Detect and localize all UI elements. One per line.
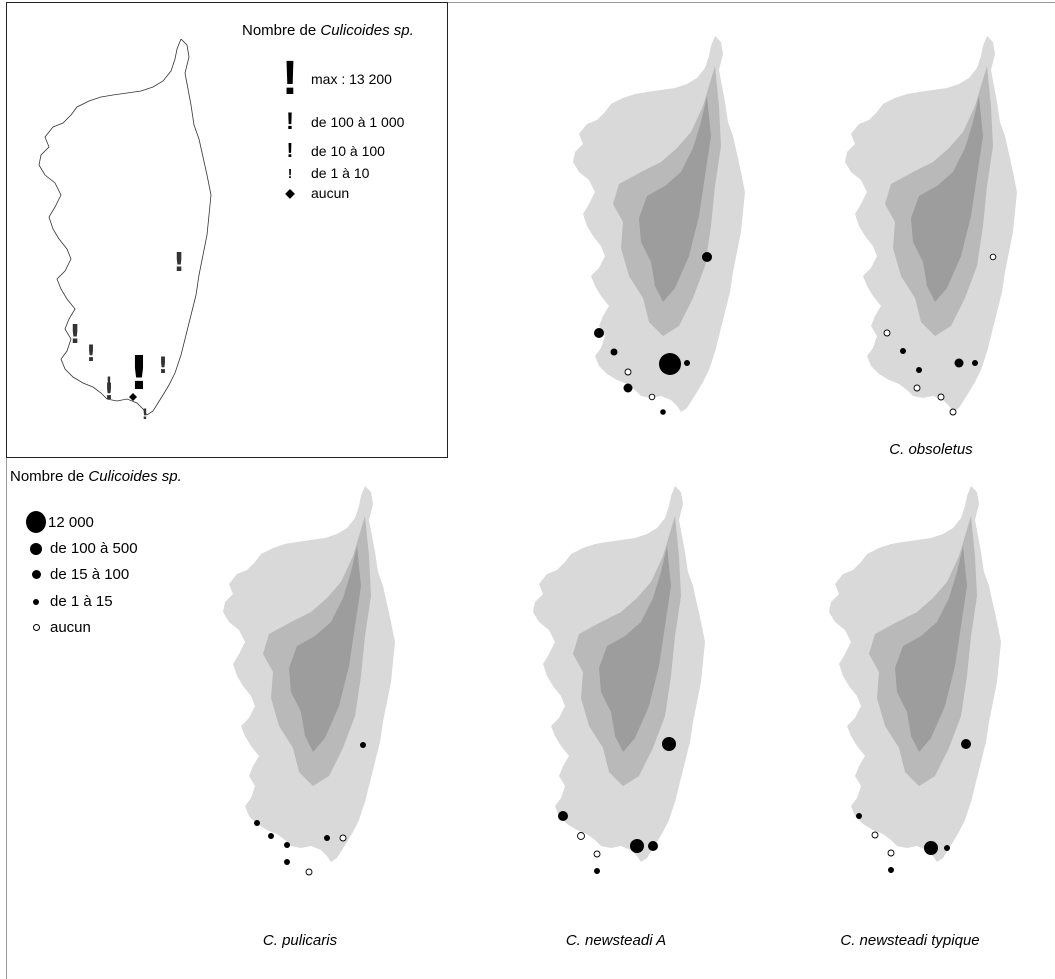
site-marker [924,841,938,855]
site-marker [324,835,330,841]
exclamation-icon: ! [286,108,294,135]
site-marker [623,383,633,393]
inset-symbol: ! [158,354,168,379]
site-marker [360,742,366,748]
exclamation-icon: ! [282,52,298,105]
inset-symbol: ! [173,248,185,278]
site-marker [648,841,658,851]
empty-circle-icon [32,624,40,631]
site-marker [660,409,666,415]
map-total [573,36,745,415]
circle-legend-item: de 15 à 100 [26,566,129,583]
site-marker [284,859,290,865]
site-marker [913,384,921,392]
site-marker [610,348,618,356]
inset-symbol: ! [106,375,112,391]
map-newsteadi-typique [829,486,1001,873]
site-marker [972,360,978,366]
circle-legend-item: de 1 à 15 [26,593,113,610]
circle-legend-item: 12 000 [26,511,94,533]
site-marker [624,368,632,376]
site-marker [593,850,601,858]
inset-symbol: ! [142,407,148,423]
caption-obsoletus: C. obsoletus [889,441,973,458]
site-marker [883,329,891,337]
site-marker [888,867,894,873]
site-marker [949,408,957,416]
inset-symbol: ! [69,320,81,350]
site-marker [937,393,945,401]
site-marker [684,360,690,366]
site-marker [662,737,676,751]
site-marker [268,833,274,839]
map-pulicaris [223,486,395,876]
small-circle-icon [31,570,41,579]
inset-legend-item: ! de 1 à 10 [277,165,370,181]
site-marker [630,839,644,853]
site-marker [594,868,600,874]
site-marker [648,393,656,401]
site-marker [305,868,313,876]
figure-frame [6,2,1055,979]
caption-newsteadi-typique: C. newsteadi typique [840,932,980,949]
circle-legend-item: aucun [26,619,91,636]
site-marker [944,845,950,851]
site-marker [284,842,290,848]
site-marker [916,367,922,373]
site-marker [900,348,906,354]
relief-zone-high [289,546,361,752]
inset-legend-item: ! max : 13 200 [277,55,392,103]
relief-zone-high [599,546,671,752]
medium-circle-icon [30,542,42,555]
site-marker [659,353,681,375]
relief-zone-high [895,546,967,752]
large-circle-icon [26,511,46,533]
exclamation-icon: ! [286,140,294,162]
circle-legend-title: Nombre de Culicoides sp. [10,468,182,485]
map-obsoletus [845,36,1017,416]
site-marker [577,832,585,840]
site-marker [989,253,997,261]
tiny-circle-icon [33,598,39,605]
site-marker [558,811,568,821]
site-marker [594,328,604,338]
site-marker [339,834,347,842]
site-marker [856,813,862,819]
caption-pulicaris: C. pulicaris [262,932,338,949]
corsica-outline-map: ! ! ! ! ! ! ! ! [38,39,212,423]
none-diamond-icon [129,393,137,401]
site-marker [702,252,712,262]
inset-symbol: ! [104,380,114,405]
relief-zone-high [639,96,711,302]
inset-symbol: ! [86,342,96,367]
inset-map-panel: ! ! ! ! ! ! ! ! Nombre de Culicoides sp.… [6,2,448,458]
inset-legend-item: ◆ aucun [277,185,349,201]
site-marker [254,820,260,826]
inset-legend-item: ! de 10 à 100 [277,141,385,161]
caption-newsteadi-a: C. newsteadi A [565,932,667,949]
relief-zone-high [911,96,983,302]
inset-legend-title: Nombre de Culicoides sp. [242,22,414,39]
site-marker [954,358,964,368]
site-marker [961,739,971,749]
map-newsteadi-a [533,486,705,874]
circle-legend-item: de 100 à 500 [26,540,138,557]
diamond-icon: ◆ [285,186,295,200]
inset-legend-item: ! de 100 à 1 000 [277,110,404,134]
site-marker [887,849,895,857]
site-marker [871,831,879,839]
exclamation-icon: ! [287,165,293,181]
inset-symbol: ! [129,346,150,400]
